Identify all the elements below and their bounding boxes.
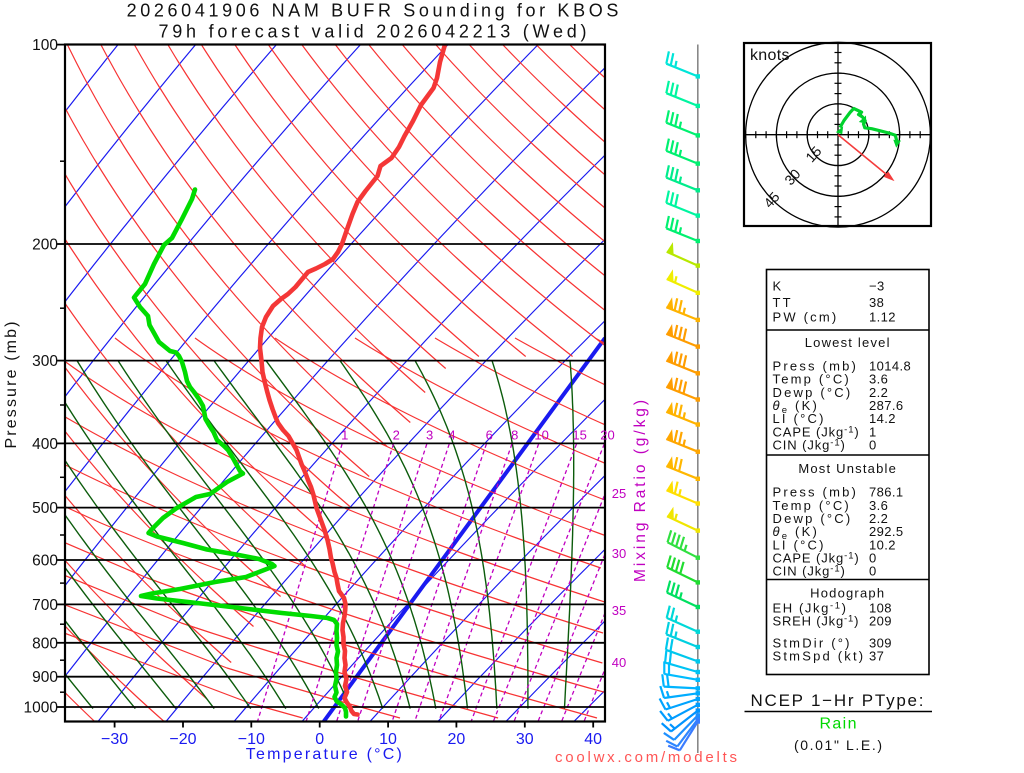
svg-text:Hodograph: Hodograph bbox=[810, 586, 885, 601]
svg-text:0: 0 bbox=[869, 564, 877, 579]
svg-text:Rain: Rain bbox=[820, 716, 857, 733]
svg-text:15: 15 bbox=[572, 428, 586, 443]
svg-text:209: 209 bbox=[869, 614, 892, 629]
svg-text:20: 20 bbox=[600, 428, 614, 443]
svg-text:20: 20 bbox=[448, 731, 466, 748]
svg-text:Pressure (mb): Pressure (mb) bbox=[3, 322, 20, 449]
svg-text:2: 2 bbox=[393, 428, 400, 443]
svg-text:(0.01" L.E.): (0.01" L.E.) bbox=[794, 737, 882, 753]
svg-text:300: 300 bbox=[32, 353, 58, 370]
svg-text:2.2: 2.2 bbox=[869, 385, 888, 400]
svg-text:900: 900 bbox=[32, 669, 58, 686]
svg-text:−3: −3 bbox=[869, 279, 885, 294]
svg-text:600: 600 bbox=[32, 553, 58, 570]
svg-text:Dewp (°C): Dewp (°C) bbox=[773, 385, 853, 400]
svg-text:Press (mb): Press (mb) bbox=[773, 485, 859, 500]
svg-text:coolwx.com/modelts: coolwx.com/modelts bbox=[555, 749, 737, 766]
svg-text:Mixing Ratio (g/kg): Mixing Ratio (g/kg) bbox=[632, 400, 649, 582]
svg-text:30: 30 bbox=[516, 731, 534, 748]
svg-text:PW (cm): PW (cm) bbox=[773, 310, 839, 325]
svg-text:θe (K): θe (K) bbox=[773, 398, 820, 416]
svg-text:0: 0 bbox=[315, 731, 324, 748]
svg-text:CAPE (Jkg-1): CAPE (Jkg-1) bbox=[773, 424, 860, 439]
svg-text:CIN (Jkg-1): CIN (Jkg-1) bbox=[773, 564, 846, 579]
svg-text:108: 108 bbox=[869, 600, 892, 615]
svg-text:400: 400 bbox=[32, 436, 58, 453]
svg-text:500: 500 bbox=[32, 500, 58, 517]
svg-text:Dewp (°C): Dewp (°C) bbox=[773, 511, 853, 526]
svg-text:−20: −20 bbox=[169, 731, 196, 748]
svg-text:CIN (Jkg-1): CIN (Jkg-1) bbox=[773, 438, 846, 453]
svg-text:knots: knots bbox=[750, 47, 790, 64]
svg-text:287.6: 287.6 bbox=[869, 398, 904, 413]
svg-text:10: 10 bbox=[379, 731, 397, 748]
svg-text:TT: TT bbox=[773, 295, 793, 310]
svg-text:3: 3 bbox=[426, 428, 433, 443]
svg-text:292.5: 292.5 bbox=[869, 524, 904, 539]
svg-text:2.2: 2.2 bbox=[869, 511, 888, 526]
svg-text:10: 10 bbox=[534, 428, 548, 443]
svg-text:37: 37 bbox=[869, 649, 884, 664]
svg-text:EH (Jkg-1): EH (Jkg-1) bbox=[773, 600, 848, 615]
svg-text:30: 30 bbox=[612, 546, 626, 561]
svg-text:800: 800 bbox=[32, 635, 58, 652]
svg-text:CAPE (Jkg-1): CAPE (Jkg-1) bbox=[773, 551, 860, 566]
svg-text:StmSpd (kt): StmSpd (kt) bbox=[773, 649, 866, 664]
svg-text:14.2: 14.2 bbox=[869, 411, 896, 426]
svg-text:1.12: 1.12 bbox=[869, 310, 896, 325]
svg-text:1000: 1000 bbox=[24, 700, 59, 717]
svg-text:SREH (Jkg-1): SREH (Jkg-1) bbox=[773, 614, 860, 629]
svg-text:4: 4 bbox=[448, 428, 455, 443]
svg-text:StmDir (°): StmDir (°) bbox=[773, 635, 852, 650]
svg-text:3.6: 3.6 bbox=[869, 372, 888, 387]
svg-text:200: 200 bbox=[32, 237, 58, 254]
svg-text:0: 0 bbox=[869, 438, 877, 453]
svg-text:Temperature (°C): Temperature (°C) bbox=[246, 746, 402, 763]
svg-text:1: 1 bbox=[869, 424, 877, 439]
svg-text:3.6: 3.6 bbox=[869, 498, 888, 513]
svg-text:2026041906 NAM BUFR Sounding f: 2026041906 NAM BUFR Sounding for KBOS bbox=[127, 1, 619, 21]
svg-text:LI (°C): LI (°C) bbox=[773, 411, 826, 426]
svg-text:K: K bbox=[773, 279, 784, 294]
svg-text:LI (°C): LI (°C) bbox=[773, 537, 826, 552]
svg-text:−30: −30 bbox=[101, 731, 128, 748]
svg-text:40: 40 bbox=[584, 731, 602, 748]
svg-text:38: 38 bbox=[869, 295, 884, 310]
svg-text:25: 25 bbox=[612, 486, 626, 501]
svg-text:100: 100 bbox=[32, 37, 58, 54]
svg-text:10.2: 10.2 bbox=[869, 537, 896, 552]
svg-text:Press (mb): Press (mb) bbox=[773, 359, 859, 374]
svg-text:Most Unstable: Most Unstable bbox=[798, 461, 897, 476]
svg-text:Temp (°C): Temp (°C) bbox=[773, 372, 851, 387]
svg-text:8: 8 bbox=[511, 428, 518, 443]
svg-text:Temp (°C): Temp (°C) bbox=[773, 498, 851, 513]
svg-text:0: 0 bbox=[869, 551, 877, 566]
svg-text:700: 700 bbox=[32, 597, 58, 614]
svg-text:Lowest level: Lowest level bbox=[805, 335, 891, 350]
svg-text:6: 6 bbox=[486, 428, 493, 443]
svg-text:θe (K): θe (K) bbox=[773, 524, 820, 542]
svg-text:35: 35 bbox=[612, 603, 626, 618]
svg-text:40: 40 bbox=[612, 655, 626, 670]
svg-text:1014.8: 1014.8 bbox=[869, 359, 911, 374]
svg-text:NCEP 1−Hr PType:: NCEP 1−Hr PType: bbox=[751, 691, 924, 710]
svg-text:1: 1 bbox=[341, 428, 348, 443]
svg-text:−10: −10 bbox=[238, 731, 265, 748]
svg-text:786.1: 786.1 bbox=[869, 485, 904, 500]
svg-text:309: 309 bbox=[869, 635, 892, 650]
